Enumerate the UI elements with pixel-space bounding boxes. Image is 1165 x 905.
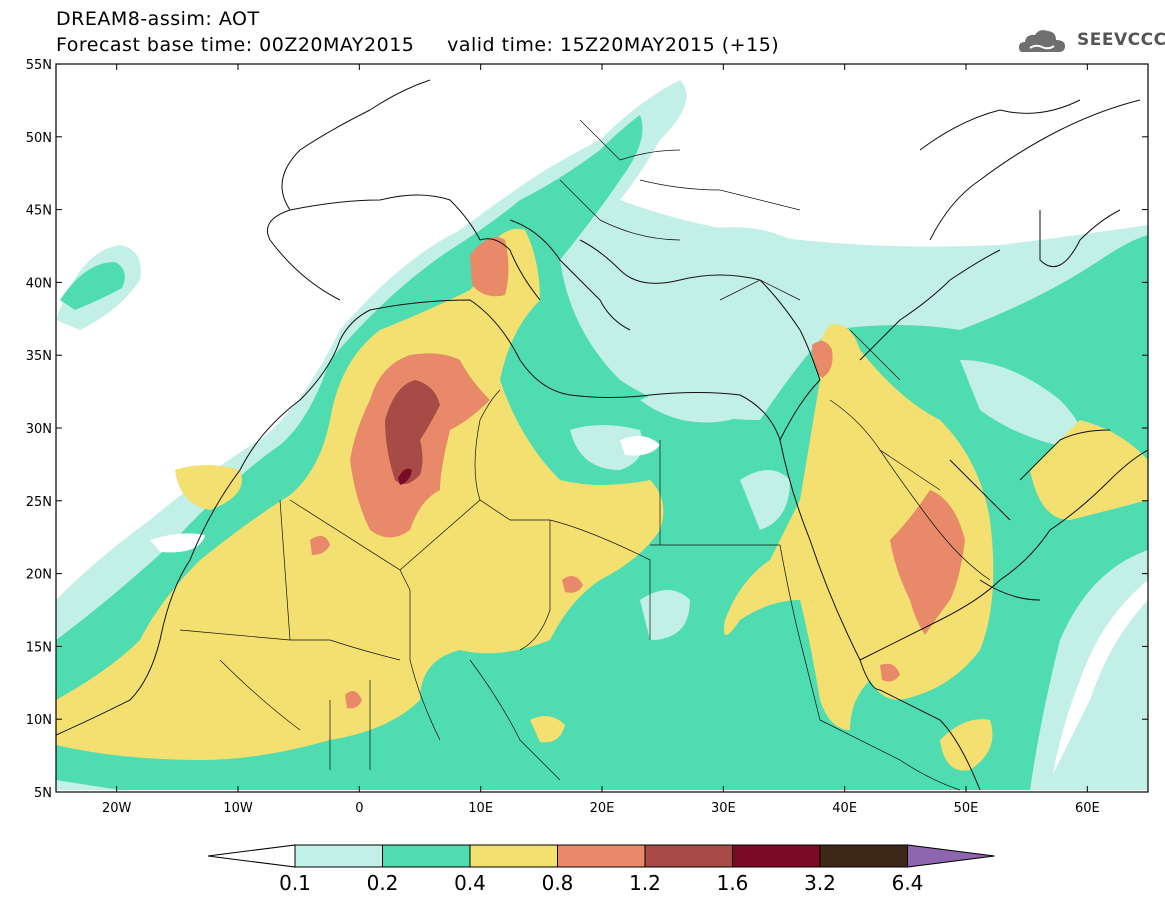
lon-tick-label: 50E — [954, 801, 979, 816]
aot-contour-1.6 — [398, 468, 412, 485]
colorbar-swatch — [382, 844, 471, 868]
forecast-times: Forecast base time: 00Z20MAY2015 valid t… — [56, 34, 780, 56]
aot-contour-0.8-levant — [812, 341, 833, 378]
lon-tick-label: 40E — [832, 801, 857, 816]
colorbar-low-extension — [207, 844, 296, 868]
lon-tick-label: 20E — [590, 801, 615, 816]
colorbar-high-extension — [907, 844, 995, 868]
longitude-axis: 20W 10W 0 10E 20E 30E 40E 50E 60E — [102, 64, 1100, 816]
colorbar-label: 0.1 — [279, 871, 311, 895]
colorbar-label: 3.2 — [804, 871, 836, 895]
cloud-icon — [1019, 30, 1065, 52]
lon-tick-label: 10E — [468, 801, 493, 816]
aot-colorbar: 0.1 0.2 0.4 0.8 1.2 1.6 3.2 6.4 — [207, 844, 995, 895]
lon-tick-label: 30E — [711, 801, 736, 816]
aot-contour-0.1-eastafrica — [1045, 600, 1148, 790]
lat-tick-label: 45N — [26, 204, 52, 219]
lat-tick-label: 25N — [26, 495, 52, 510]
lat-tick-label: 35N — [26, 349, 52, 364]
latitude-axis: 5N 10N 15N 20N 25N 30N 35N 40N 45N 50N 55N — [26, 58, 1148, 801]
colorbar-label: 0.8 — [542, 871, 574, 895]
lat-tick-label: 40N — [26, 276, 52, 291]
country-borders — [179, 119, 991, 791]
coastlines — [56, 79, 1148, 791]
colorbar-label: 1.2 — [629, 871, 661, 895]
lat-tick-label: 55N — [26, 58, 52, 73]
colorbar-swatch — [557, 844, 646, 868]
lat-tick-label: 5N — [34, 786, 52, 801]
lon-tick-label: 10W — [223, 801, 253, 816]
colorbar-label: 0.2 — [367, 871, 399, 895]
aot-contour-0.4-east — [1030, 420, 1148, 520]
aot-contour-0.8-italy — [470, 237, 509, 297]
lat-tick-label: 20N — [26, 568, 52, 583]
seevccc-logo: SEEVCCC — [1077, 30, 1165, 50]
colorbar-label: 1.6 — [717, 871, 749, 895]
colorbar-swatch — [732, 844, 821, 868]
colorbar-label: 6.4 — [892, 871, 924, 895]
lat-tick-label: 50N — [26, 131, 52, 146]
colorbar-swatch — [644, 844, 733, 868]
lat-tick-label: 15N — [26, 640, 52, 655]
lon-tick-label: 60E — [1075, 801, 1100, 816]
colorbar-label: 0.4 — [454, 871, 486, 895]
colorbar-swatch — [469, 844, 558, 868]
aot-contour-0.4-horn — [940, 719, 993, 771]
aot-contour-0.8-arabia — [890, 490, 965, 635]
lat-tick-label: 10N — [26, 713, 52, 728]
colorbar-swatch — [294, 844, 383, 868]
map-title: DREAM8-assim: AOT — [56, 8, 260, 30]
lon-tick-label: 20W — [102, 801, 132, 816]
colorbar-swatch — [819, 844, 908, 868]
lon-tick-label: 0 — [355, 801, 363, 816]
aot-contour-1.2 — [385, 380, 440, 484]
aot-contour-0.2-atlantic — [60, 262, 125, 310]
lat-tick-label: 30N — [26, 422, 52, 437]
aot-field — [56, 64, 1148, 792]
